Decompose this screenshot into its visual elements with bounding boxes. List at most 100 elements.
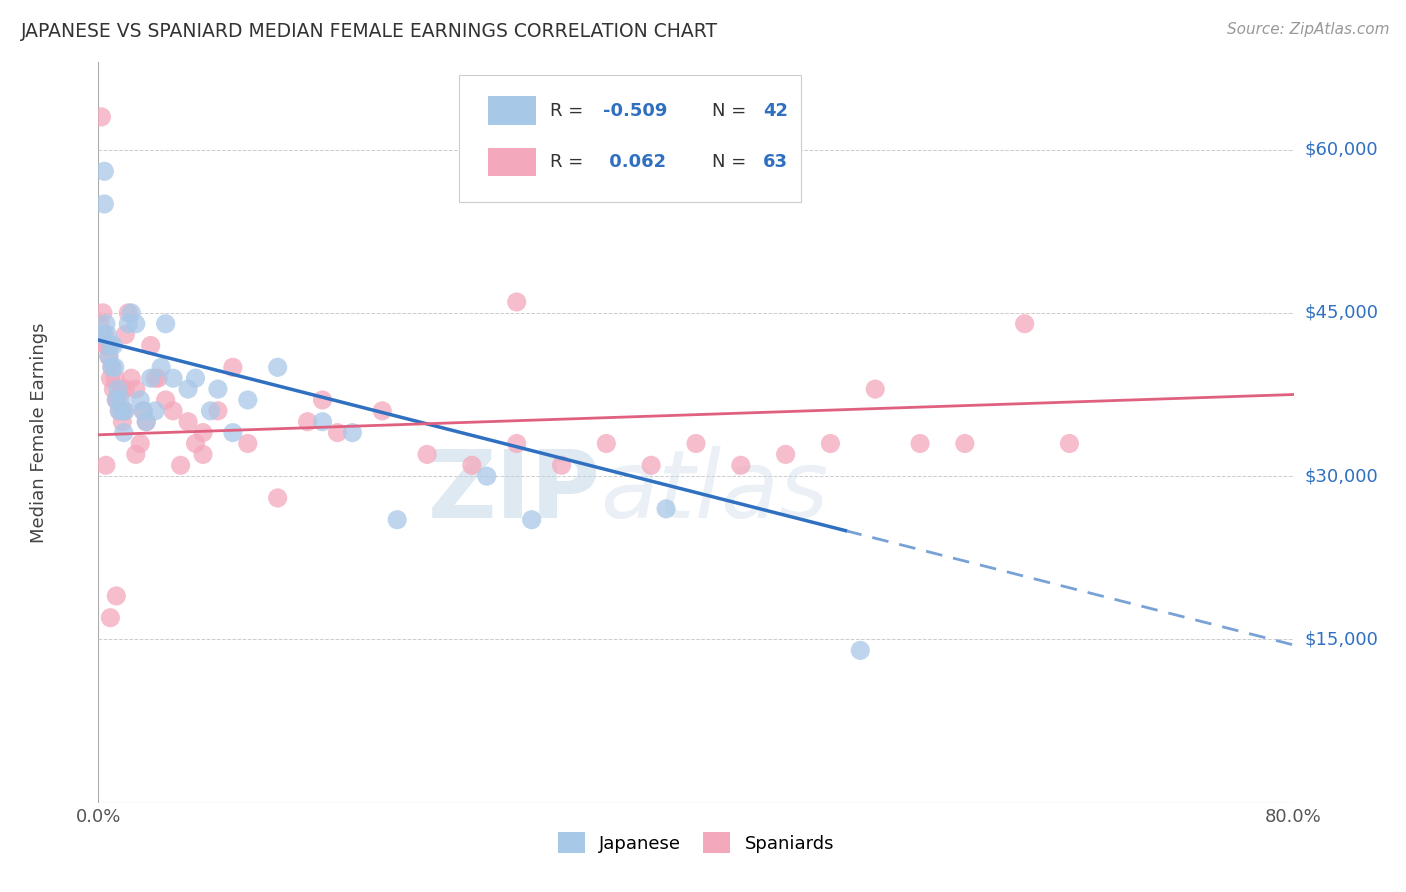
Point (148, 371, 170, 385)
Point (297, 415, 319, 429)
Point (125, 317, 148, 331)
Point (222, 425, 245, 440)
Point (236, 436, 259, 450)
Point (104, 360, 127, 375)
Point (132, 404, 155, 418)
Point (135, 415, 157, 429)
Point (132, 404, 155, 418)
Text: ZIP: ZIP (427, 446, 600, 538)
Point (125, 447, 148, 461)
Point (139, 371, 162, 385)
Point (108, 404, 131, 418)
Point (162, 371, 184, 385)
Point (120, 371, 142, 385)
Point (129, 392, 152, 407)
Point (191, 425, 214, 440)
Legend: Japanese, Spaniards: Japanese, Spaniards (551, 825, 841, 861)
Point (1059, 436, 1081, 450)
Point (326, 425, 349, 440)
Point (191, 447, 214, 461)
FancyBboxPatch shape (488, 96, 536, 125)
Point (101, 360, 124, 375)
Point (112, 404, 135, 418)
Point (93, 164, 115, 178)
Text: $60,000: $60,000 (1305, 141, 1378, 159)
Point (953, 436, 976, 450)
Point (143, 371, 166, 385)
Text: $30,000: $30,000 (1305, 467, 1378, 485)
Point (236, 392, 259, 407)
FancyBboxPatch shape (460, 75, 801, 202)
Point (169, 458, 191, 473)
Point (111, 404, 134, 418)
Point (114, 404, 136, 418)
Point (93, 327, 115, 342)
Point (177, 382, 200, 396)
Point (475, 469, 498, 483)
Point (143, 404, 166, 418)
Point (105, 392, 128, 407)
Point (96, 338, 118, 352)
Point (849, 643, 872, 657)
Point (97, 350, 120, 364)
Point (775, 447, 797, 461)
Point (114, 382, 136, 396)
Point (908, 436, 931, 450)
Point (506, 436, 529, 450)
Point (98, 338, 122, 352)
Point (184, 371, 207, 385)
FancyBboxPatch shape (488, 148, 536, 177)
Point (105, 392, 128, 407)
Point (94, 338, 117, 352)
Point (184, 436, 207, 450)
Point (506, 295, 529, 310)
Point (155, 392, 177, 407)
Point (104, 371, 127, 385)
Text: R =: R = (550, 102, 589, 120)
Point (385, 513, 409, 527)
Text: Median Female Earnings: Median Female Earnings (30, 322, 48, 543)
Point (93, 197, 115, 211)
Text: 42: 42 (763, 102, 787, 120)
Point (94, 458, 117, 473)
Point (107, 392, 129, 407)
Point (550, 458, 572, 473)
Text: 0.062: 0.062 (603, 153, 666, 171)
Point (342, 425, 364, 440)
Point (110, 382, 132, 396)
Point (103, 338, 125, 352)
Point (107, 382, 129, 396)
Point (98, 610, 122, 624)
Point (150, 360, 173, 375)
Point (94, 317, 117, 331)
Point (267, 360, 290, 375)
Point (117, 317, 139, 331)
Point (730, 458, 752, 473)
Point (108, 404, 131, 418)
Text: Source: ZipAtlas.com: Source: ZipAtlas.com (1226, 22, 1389, 37)
Point (1014, 317, 1036, 331)
Point (103, 382, 125, 396)
Text: JAPANESE VS SPANIARD MEDIAN FEMALE EARNINGS CORRELATION CHART: JAPANESE VS SPANIARD MEDIAN FEMALE EARNI… (21, 22, 718, 41)
Point (520, 513, 543, 527)
Point (112, 425, 135, 440)
Point (222, 360, 245, 375)
Point (125, 382, 148, 396)
Point (90, 110, 112, 124)
Point (110, 392, 132, 407)
Point (685, 436, 707, 450)
Text: R =: R = (550, 153, 589, 171)
Point (200, 404, 222, 418)
Point (267, 491, 290, 505)
Point (820, 436, 842, 450)
Point (177, 415, 200, 429)
Point (371, 404, 394, 418)
Point (865, 382, 887, 396)
Point (97, 350, 120, 364)
Text: atlas: atlas (600, 446, 828, 537)
Point (105, 589, 128, 603)
Text: N =: N = (711, 153, 751, 171)
Point (135, 415, 157, 429)
Point (114, 327, 136, 342)
Point (416, 447, 439, 461)
